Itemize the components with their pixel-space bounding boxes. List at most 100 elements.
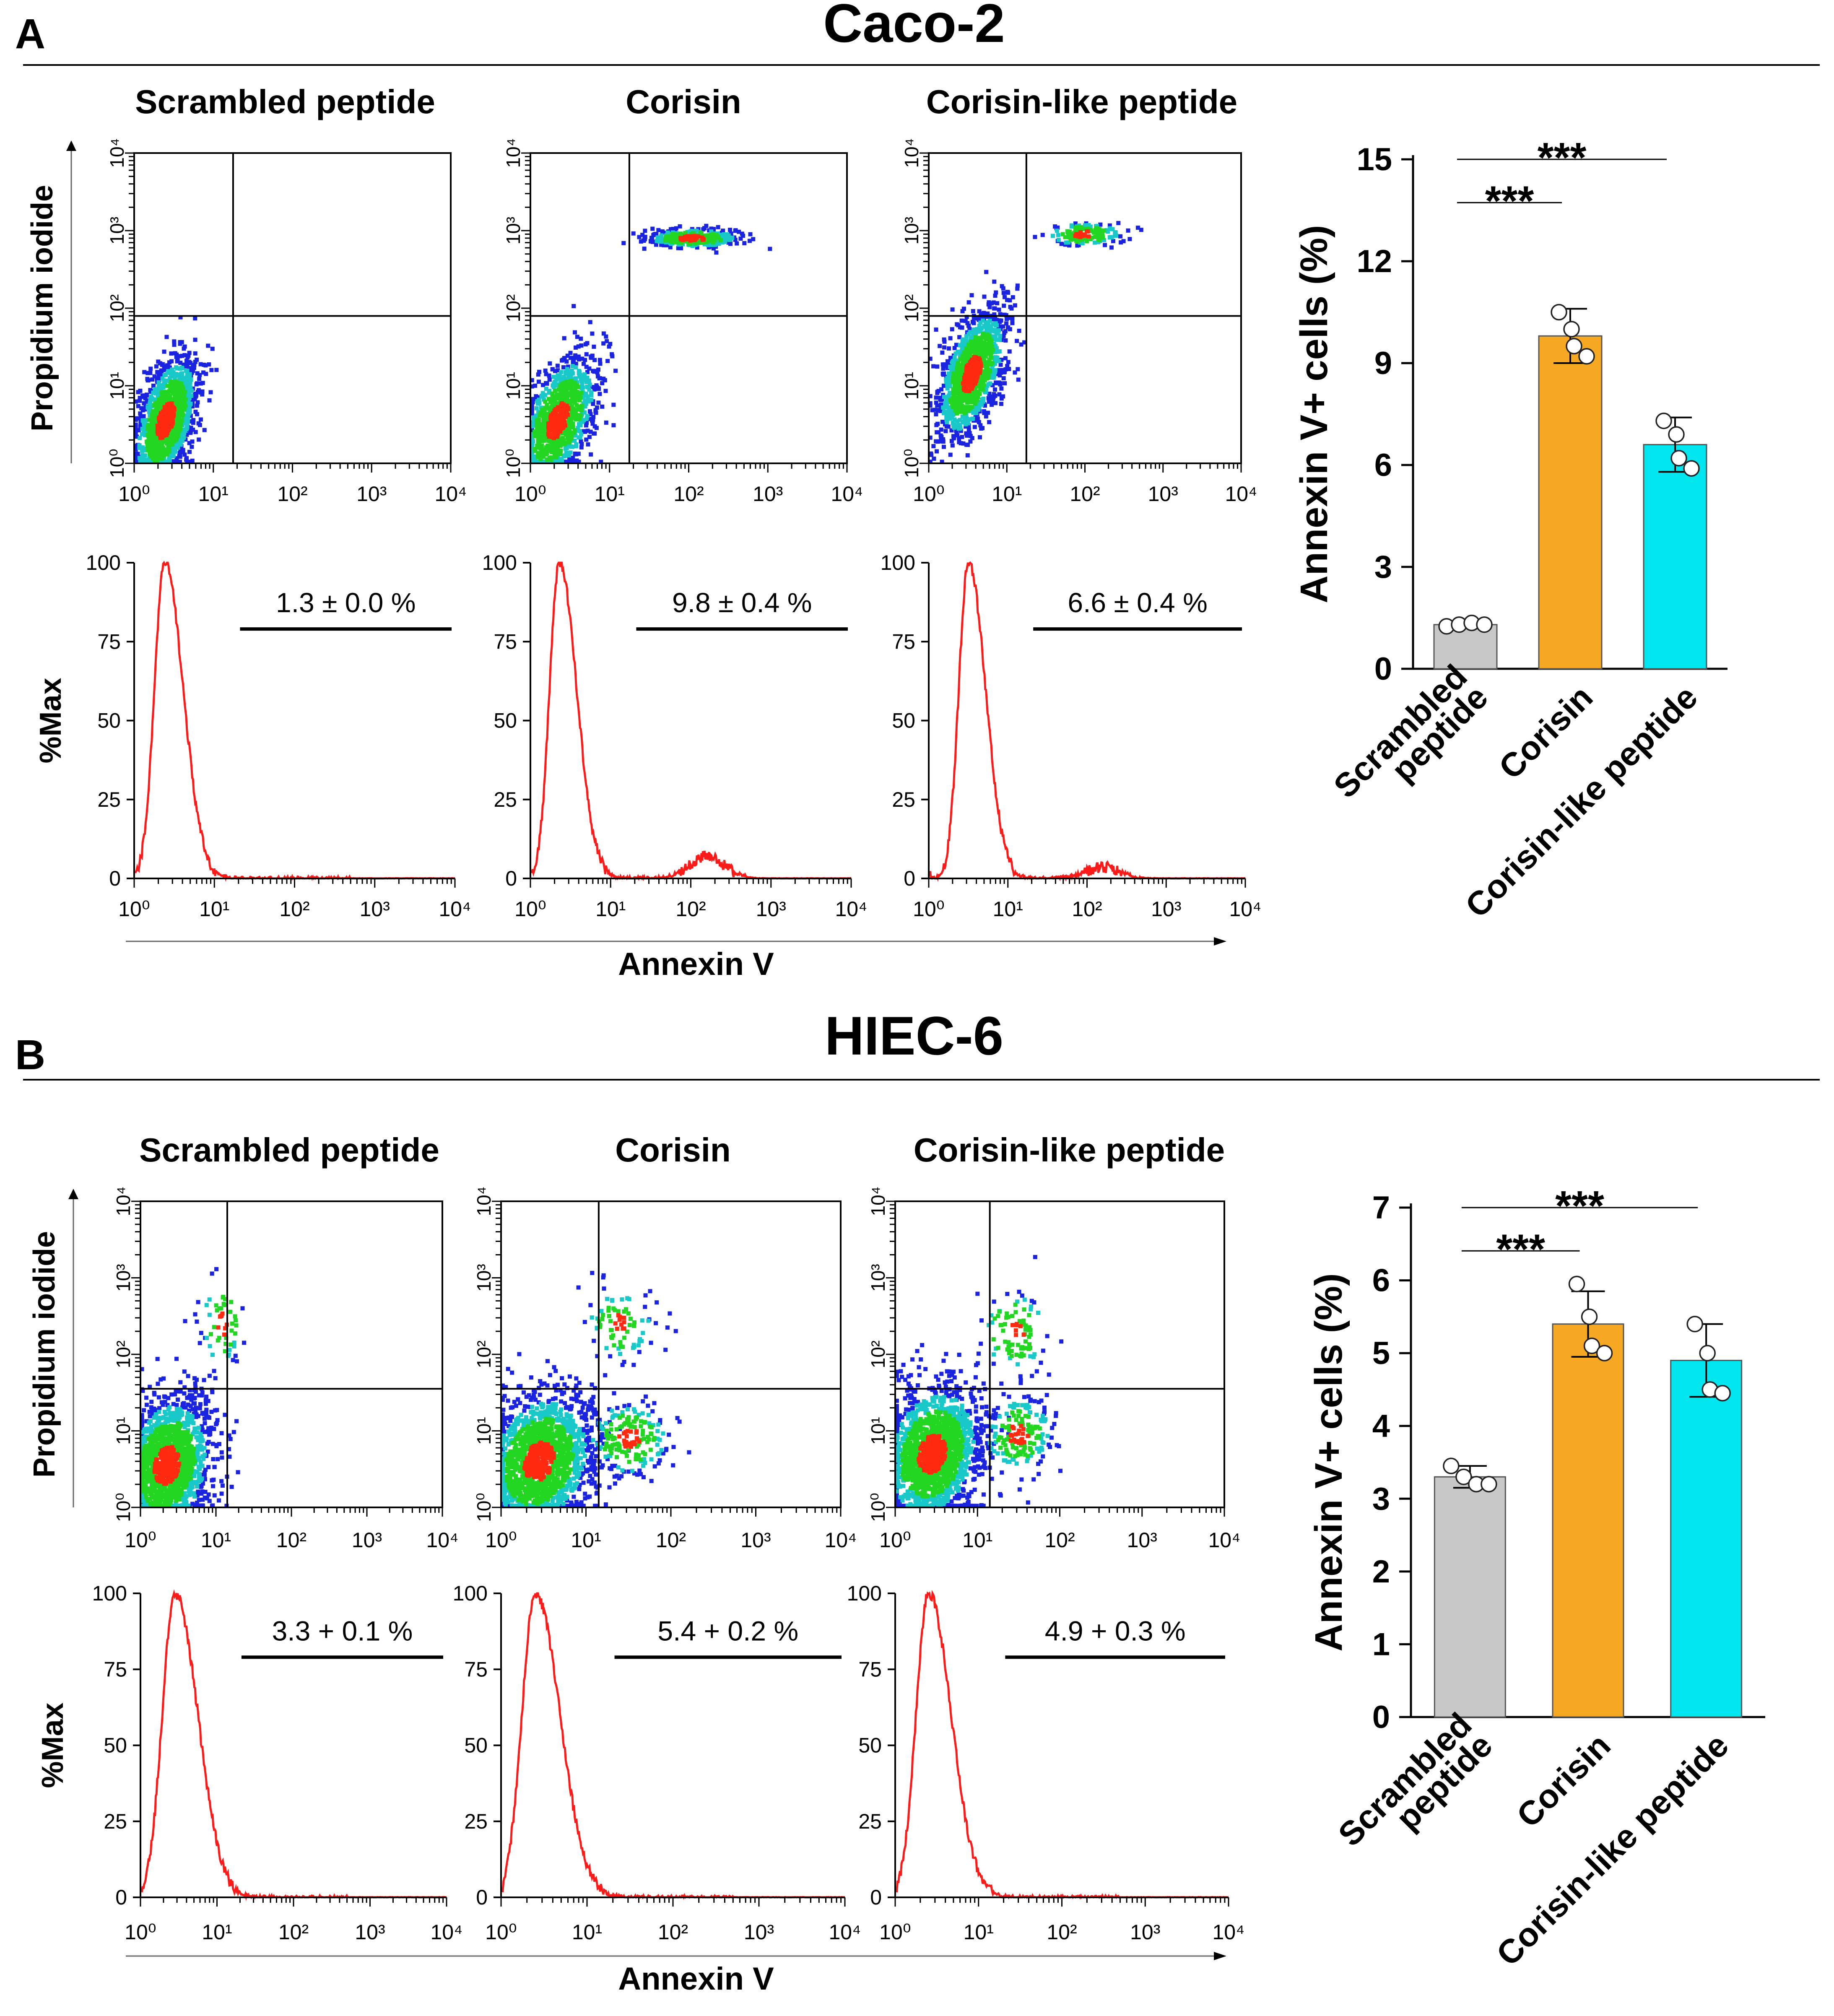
dot-event [590,421,595,426]
y-tick-label: 25 [494,788,517,811]
dot-event [204,1413,209,1418]
dot-event [693,229,698,234]
dot-event [940,460,944,464]
dot-event [178,341,182,346]
dot-event [1121,239,1126,244]
dot-event [205,1496,209,1501]
dot-event [704,223,709,228]
dot-event [165,417,169,421]
dot-event [200,1411,205,1416]
dot-event [566,370,570,374]
dot-event [656,228,661,232]
dot-event [165,460,169,464]
dot-event [948,374,953,379]
dot-event [990,348,995,353]
dot-event [142,370,147,374]
dot-event [552,439,556,443]
dot-event [1079,225,1084,229]
dot-event [973,415,978,420]
dot-event [151,390,156,395]
dot-event [140,1389,145,1393]
dot-event [945,397,950,402]
dot-event [572,304,576,309]
dot-event [1003,367,1008,372]
dot-event [178,315,183,320]
dot-event [992,392,996,397]
dot-event [585,414,590,418]
x-tick-label: 10¹ [595,897,626,921]
dot-event [175,359,179,364]
y-tick-label: 10⁴ [901,138,922,168]
y-tick-label: 10¹ [502,372,524,400]
dot-event [193,338,197,342]
dot-event [613,369,618,373]
dot-event [533,397,538,401]
dot-event [939,387,944,392]
dot-event [969,372,974,376]
dot-event [980,397,985,402]
dot-event [1006,325,1011,330]
dot-event [1002,312,1007,317]
dot-event [1084,236,1088,241]
dot-event [165,371,170,375]
dot-event [174,460,178,464]
dot-event [571,360,576,365]
dot-event [948,384,952,389]
dot-event [174,1356,179,1361]
dot-event [138,424,143,429]
dot-event [533,448,538,453]
dot-event [182,1385,187,1390]
dot-event [210,1478,214,1483]
dot-event [569,374,573,379]
dot-event [967,381,972,386]
dot-event [569,406,574,411]
dot-event [564,432,568,437]
dot-event [140,432,144,436]
dot-event [621,241,626,245]
dot-event [177,405,182,409]
dot-event [984,386,988,391]
dot-event [654,242,658,247]
panel-letter: A [15,10,45,57]
dot-event [182,346,186,351]
dot-event [203,1477,208,1481]
dot-event [700,236,705,240]
dot-event [994,290,998,295]
dot-event [150,438,154,442]
dot-event [133,399,138,404]
dot-event [169,1392,174,1397]
cell-line-title: HIEC-6 [825,1005,1003,1066]
dot-event [148,402,152,406]
dot-event [569,420,574,424]
x-tick-label: 10⁴ [835,897,867,921]
dot-event [202,1446,207,1450]
replicate-point [1476,616,1493,633]
dot-event [176,1397,180,1402]
dot-event [536,438,540,442]
dot-event [1056,233,1060,237]
dot-event [986,320,991,325]
dot-event [965,350,969,355]
dot-event [173,1392,177,1397]
dot-event [711,246,716,251]
dot-event [173,418,178,422]
dot-event [1093,240,1097,245]
dot-event [938,433,943,438]
dot-event [1086,234,1091,239]
dot-event [541,447,546,452]
dot-event [537,397,541,402]
dot-event [168,371,173,376]
dot-event [610,352,614,356]
dot-event [178,354,182,359]
dot-event [579,379,584,384]
dot-event [701,227,706,231]
dot-event [964,385,969,390]
dot-event [195,371,200,376]
y-tick-label: 75 [892,630,915,653]
dot-event [953,400,958,405]
x-tick-label: 10² [1070,482,1100,506]
dot-event [573,353,578,358]
